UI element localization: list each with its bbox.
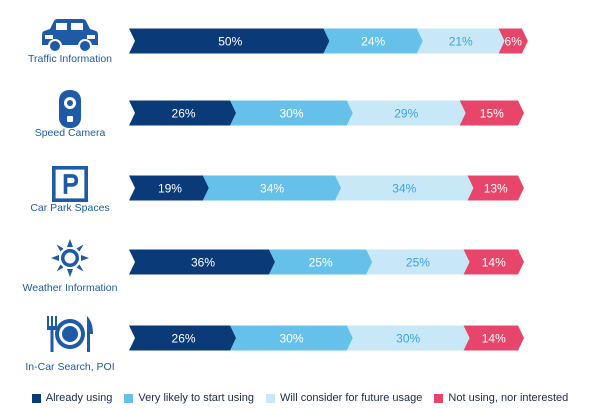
- bar-segment: [129, 175, 209, 201]
- bar-segment: [202, 175, 342, 201]
- parking-icon: [52, 166, 88, 202]
- data-label: 15%: [480, 107, 504, 121]
- bar-segment: [416, 28, 505, 54]
- data-label: 30%: [396, 332, 420, 346]
- data-label: 26%: [172, 107, 196, 121]
- data-label: 19%: [158, 182, 182, 196]
- bar-segment: [346, 325, 470, 351]
- bar-segment: [230, 100, 353, 126]
- data-label: 50%: [218, 35, 242, 49]
- bar-segment: [129, 325, 237, 351]
- legend-swatch: [31, 393, 41, 403]
- bar-segment: [129, 28, 330, 54]
- data-label: 13%: [484, 182, 508, 196]
- legend-item: Already using: [31, 392, 113, 404]
- bar-segment: [467, 175, 524, 201]
- legend-item: Not using, nor interested: [434, 392, 568, 404]
- legend: Already using Very likely to start using W…: [0, 389, 600, 407]
- bar-segment: [459, 100, 524, 126]
- legend-swatch: [124, 393, 134, 403]
- data-label: 36%: [191, 256, 215, 270]
- bar-segment: [129, 100, 237, 126]
- bar-segment: [129, 249, 276, 275]
- bar-segment: [463, 325, 524, 351]
- data-label: 34%: [392, 182, 416, 196]
- sun-icon: [51, 239, 89, 277]
- data-label: 30%: [279, 107, 303, 121]
- legend-label: Not using, nor interested: [448, 392, 569, 404]
- bar-segment: [366, 249, 470, 275]
- category-label: Car Park Spaces: [30, 202, 109, 214]
- bar-segment: [230, 325, 353, 351]
- legend-swatch: [434, 393, 444, 403]
- data-label: 14%: [482, 332, 506, 346]
- data-label: 25%: [406, 256, 430, 270]
- legend-label: Will consider for future usage: [279, 392, 423, 404]
- car-icon: [42, 19, 98, 53]
- data-label: 34%: [260, 182, 284, 196]
- legend-swatch: [265, 393, 275, 403]
- legend-label: Very likely to start using: [138, 392, 254, 404]
- data-label: 6%: [505, 35, 523, 49]
- bar-segment: [269, 249, 373, 275]
- data-label: 21%: [449, 35, 473, 49]
- category-label: Weather Information: [23, 282, 118, 294]
- bar-segment: [498, 28, 528, 54]
- data-label: 14%: [482, 256, 506, 270]
- bar-segment: [346, 100, 466, 126]
- category-label: In-Car Search, POI: [25, 361, 114, 373]
- legend-label: Already using: [45, 392, 113, 404]
- data-label: 30%: [279, 332, 303, 346]
- bar-segment: [335, 175, 474, 201]
- legend-item: Very likely to start using: [124, 392, 254, 404]
- speed-camera-icon: [59, 90, 81, 128]
- category-label: Traffic Information: [28, 53, 112, 65]
- bar-segment: [323, 28, 423, 54]
- restaurant-icon: [47, 316, 93, 352]
- data-label: 25%: [309, 256, 333, 270]
- category-label: Speed Camera: [35, 127, 106, 139]
- bar-segment: [463, 249, 524, 275]
- legend-item: Will consider for future usage: [265, 392, 423, 404]
- data-label: 24%: [361, 35, 385, 49]
- data-label: 26%: [172, 332, 196, 346]
- data-label: 29%: [394, 107, 418, 121]
